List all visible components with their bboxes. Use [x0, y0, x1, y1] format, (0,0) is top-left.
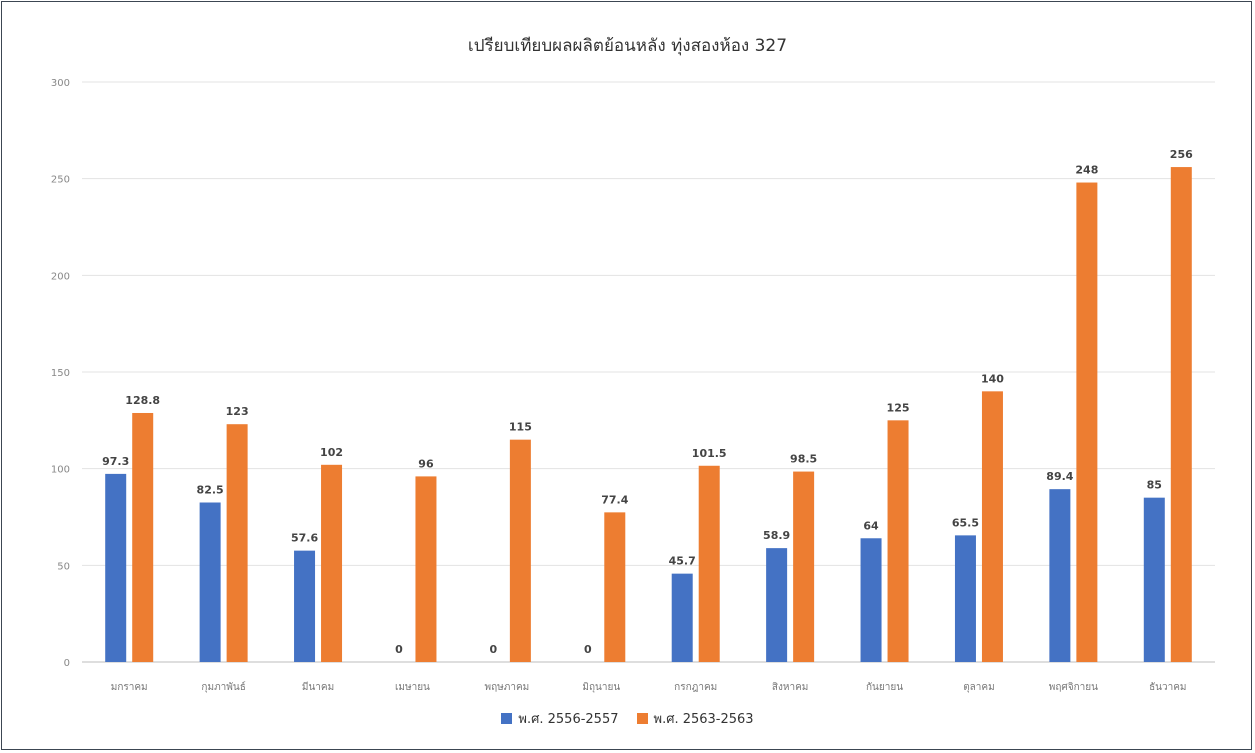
bar-series-2 [226, 424, 248, 662]
bar-series-1 [954, 535, 976, 662]
data-label-series-2: 96 [418, 457, 434, 470]
bar-series-1 [671, 573, 693, 662]
bar-series-2 [887, 420, 909, 662]
data-label-series-2: 256 [1170, 148, 1193, 161]
y-tick-label: 50 [57, 561, 70, 572]
bar-series-2 [1170, 167, 1192, 663]
x-tick-label: กันยายน [866, 682, 903, 693]
bar-series-1 [105, 473, 127, 662]
bar-series-1 [199, 502, 221, 662]
legend-item-series-2: พ.ศ. 2563-2563 [636, 708, 754, 729]
data-label-series-1: 0 [395, 643, 403, 656]
bar-series-2 [132, 412, 154, 662]
data-label-series-1: 0 [584, 643, 592, 656]
data-label-series-2: 123 [226, 405, 249, 418]
data-label-series-2: 125 [887, 401, 910, 414]
data-label-series-1: 58.9 [763, 529, 790, 542]
data-label-series-2: 77.4 [601, 493, 628, 506]
bar-series-2 [604, 512, 626, 662]
bar-series-1 [766, 548, 788, 662]
data-label-series-2: 128.8 [125, 394, 160, 407]
x-tick-label: กรกฎาคม [674, 682, 717, 693]
x-tick-label: เมษายน [395, 682, 430, 693]
data-label-series-1: 89.4 [1046, 470, 1073, 483]
bar-series-1 [294, 550, 316, 662]
y-tick-label: 0 [64, 658, 70, 669]
data-label-series-1: 64 [863, 519, 879, 532]
y-tick-label: 150 [51, 368, 70, 379]
x-tick-label: ตุลาคม [963, 682, 995, 693]
bar-series-2 [509, 439, 531, 662]
data-label-series-2: 98.5 [790, 453, 817, 466]
bar-series-2 [415, 476, 437, 662]
bar-series-2 [981, 391, 1003, 662]
bar-series-1 [1143, 497, 1165, 662]
bar-series-1 [860, 538, 882, 662]
bar-series-1 [1049, 489, 1071, 662]
legend-label-series-2: พ.ศ. 2563-2563 [653, 712, 754, 727]
bar-series-2 [793, 471, 815, 662]
legend-swatch-series-2 [636, 713, 648, 724]
data-label-series-1: 85 [1147, 479, 1162, 492]
data-label-series-1: 82.5 [197, 484, 224, 497]
bar-series-2 [698, 465, 720, 662]
chart-title: เปรียบเทียบผลผลิตย้อนหลัง ทุ่งสองห้อง 32… [467, 36, 788, 56]
chart-legend: พ.ศ. 2556-2557 พ.ศ. 2563-2563 [0, 708, 1255, 729]
data-label-series-1: 0 [490, 643, 498, 656]
legend-item-series-1: พ.ศ. 2556-2557 [501, 708, 619, 729]
y-tick-label: 300 [51, 78, 70, 89]
data-label-series-2: 248 [1075, 164, 1098, 177]
x-tick-label: พฤษภาคม [485, 682, 530, 693]
x-tick-label: ธันวาคม [1149, 682, 1186, 693]
data-label-series-1: 57.6 [291, 532, 318, 545]
data-label-series-2: 140 [981, 372, 1004, 385]
legend-label-series-1: พ.ศ. 2556-2557 [518, 712, 619, 727]
data-label-series-1: 65.5 [952, 516, 979, 529]
data-label-series-1: 45.7 [669, 555, 696, 568]
x-tick-label: มิถุนายน [582, 682, 620, 693]
data-label-series-2: 115 [509, 421, 532, 434]
y-tick-label: 100 [51, 465, 70, 476]
data-label-series-2: 102 [320, 446, 343, 459]
data-label-series-1: 97.3 [102, 455, 129, 468]
x-tick-label: กุมภาพันธ์ [201, 681, 245, 693]
bar-series-2 [321, 464, 343, 662]
y-tick-label: 200 [51, 271, 70, 282]
x-tick-label: มีนาคม [302, 681, 334, 693]
x-tick-label: พฤศจิกายน [1049, 682, 1098, 693]
data-label-series-2: 101.5 [692, 447, 727, 460]
legend-swatch-series-1 [501, 713, 513, 724]
x-tick-label: มกราคม [111, 682, 148, 693]
y-tick-label: 250 [51, 175, 70, 186]
x-tick-label: สิงหาคม [772, 682, 808, 693]
bar-series-2 [1076, 182, 1098, 663]
